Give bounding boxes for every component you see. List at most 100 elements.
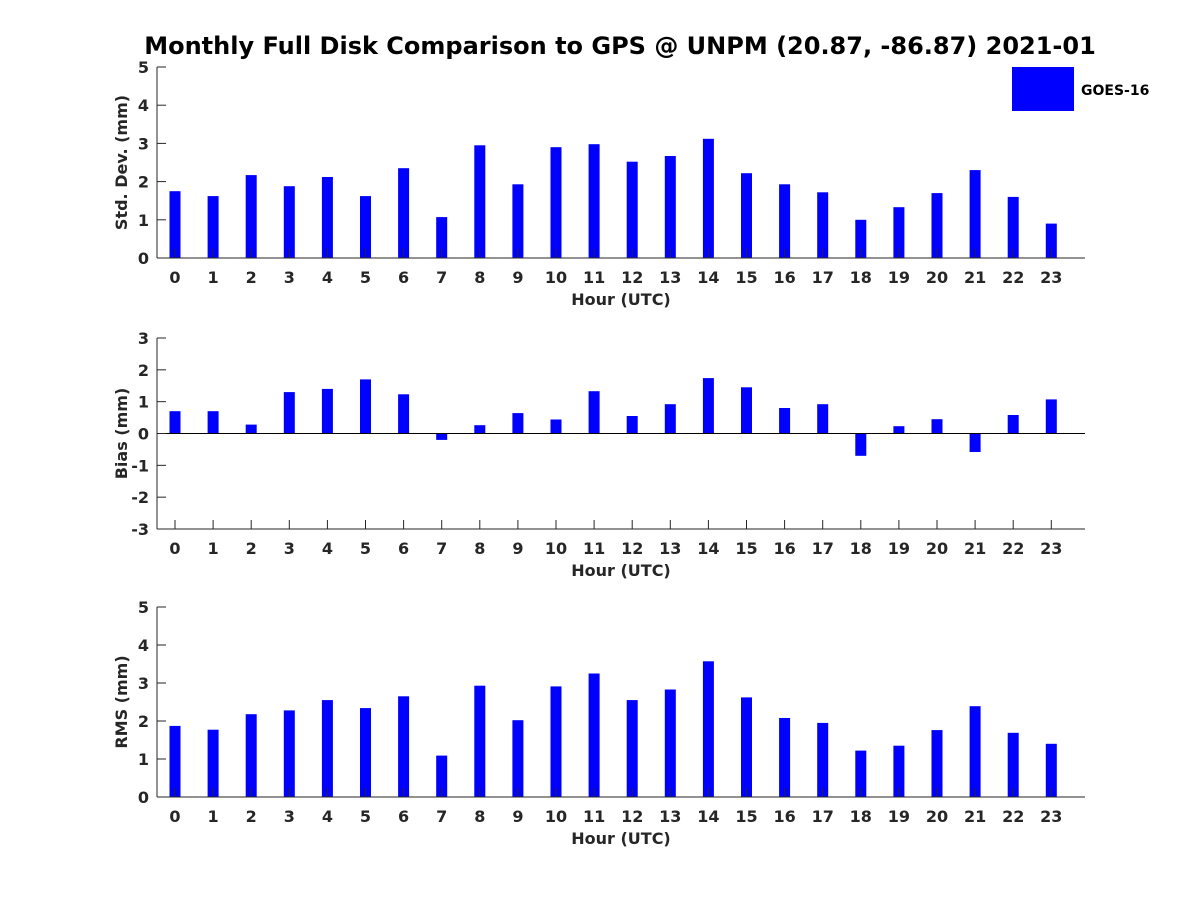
std-dev-ytick-label: 0 xyxy=(138,249,149,268)
bias-bar-2 xyxy=(245,424,257,434)
std-dev-xtick-label: 11 xyxy=(583,268,605,287)
bias-xtick-label: 15 xyxy=(735,539,757,558)
rms-xtick-label: 3 xyxy=(284,807,295,826)
std-dev-xtick-label: 9 xyxy=(512,268,523,287)
bias-bar-15 xyxy=(741,387,752,434)
std-dev-xtick-label: 22 xyxy=(1002,268,1024,287)
rms-bar-10 xyxy=(550,686,562,797)
rms-xlabel: Hour (UTC) xyxy=(571,829,671,848)
std-dev-xtick-label: 1 xyxy=(208,268,219,287)
bias-bar-22 xyxy=(1007,415,1019,434)
bias-bar-7 xyxy=(436,433,448,440)
rms-bar-13 xyxy=(664,689,676,797)
bias-xtick-label: 1 xyxy=(208,539,219,558)
bias-ytick-label: 1 xyxy=(138,393,149,412)
rms-bar-15 xyxy=(741,697,752,797)
bias-xtick-label: 2 xyxy=(246,539,257,558)
bias-xtick-label: 13 xyxy=(659,539,681,558)
rms-ytick-label: 1 xyxy=(138,750,149,769)
rms-bar-6 xyxy=(398,696,410,797)
std-dev-xtick-label: 10 xyxy=(545,268,567,287)
rms-xtick-label: 6 xyxy=(398,807,409,826)
bias-ytick-label: -1 xyxy=(131,456,149,475)
bias-xtick-label: 8 xyxy=(474,539,485,558)
bias-bar-18 xyxy=(855,433,867,456)
std-dev-bar-17 xyxy=(817,192,829,258)
std-dev-xtick-label: 12 xyxy=(621,268,643,287)
std-dev-bar-11 xyxy=(588,144,600,258)
std-dev-bar-22 xyxy=(1007,196,1019,258)
rms-bar-20 xyxy=(931,730,943,797)
bias-bar-12 xyxy=(626,416,638,434)
bias-xtick-label: 10 xyxy=(545,539,567,558)
bias-xtick-label: 20 xyxy=(926,539,948,558)
bias-xtick-label: 12 xyxy=(621,539,643,558)
rms-ytick-label: 5 xyxy=(138,598,149,617)
bias-bar-19 xyxy=(893,426,905,434)
rms-bar-0 xyxy=(169,725,181,797)
rms-xtick-label: 4 xyxy=(322,807,333,826)
std-dev-bar-19 xyxy=(893,207,905,258)
std-dev-ytick-label: 2 xyxy=(138,173,149,192)
rms-xtick-label: 23 xyxy=(1040,807,1062,826)
std-dev-bar-2 xyxy=(245,175,257,258)
bias-xlabel: Hour (UTC) xyxy=(571,561,671,580)
std-dev-xtick-label: 6 xyxy=(398,268,409,287)
bias-xtick-label: 23 xyxy=(1040,539,1062,558)
bias-bar-16 xyxy=(779,408,791,434)
bias-xtick-label: 16 xyxy=(773,539,795,558)
std-dev-bar-1 xyxy=(207,196,219,258)
rms-bar-23 xyxy=(1045,743,1057,797)
bias-ytick-label: -3 xyxy=(131,520,149,539)
std-dev-ytick-label: 4 xyxy=(138,96,149,115)
bias-ytick-label: -2 xyxy=(131,488,149,507)
std-dev-xtick-label: 14 xyxy=(697,268,719,287)
rms-xtick-label: 5 xyxy=(360,807,371,826)
std-dev-xtick-label: 18 xyxy=(850,268,872,287)
rms-ytick-label: 4 xyxy=(138,636,149,655)
rms-xtick-label: 1 xyxy=(208,807,219,826)
chart-title: Monthly Full Disk Comparison to GPS @ UN… xyxy=(144,32,1096,60)
bias-bar-14 xyxy=(702,378,714,434)
bias-bar-9 xyxy=(512,413,524,434)
std-dev-bar-7 xyxy=(436,217,448,258)
rms-xtick-label: 7 xyxy=(436,807,447,826)
std-dev-bar-16 xyxy=(779,184,791,258)
bias-xtick-label: 21 xyxy=(964,539,986,558)
bias-xtick-label: 6 xyxy=(398,539,409,558)
std-dev-bar-6 xyxy=(398,168,410,258)
bias-xtick-label: 11 xyxy=(583,539,605,558)
rms-bar-14 xyxy=(702,661,714,797)
rms-xtick-label: 9 xyxy=(512,807,523,826)
rms-bar-5 xyxy=(360,708,371,797)
std-dev-bar-3 xyxy=(283,186,295,258)
rms-bar-1 xyxy=(207,729,219,797)
std-dev-xtick-label: 7 xyxy=(436,268,447,287)
rms-xtick-label: 15 xyxy=(735,807,757,826)
std-dev-ytick-label: 3 xyxy=(138,134,149,153)
rms-xtick-label: 21 xyxy=(964,807,986,826)
std-dev-ytick-label: 1 xyxy=(138,211,149,230)
bias-xtick-label: 17 xyxy=(812,539,834,558)
bias-xtick-label: 3 xyxy=(284,539,295,558)
std-dev-bar-0 xyxy=(169,191,181,258)
rms-bar-18 xyxy=(855,750,867,797)
rms-xtick-label: 22 xyxy=(1002,807,1024,826)
std-dev-xtick-label: 4 xyxy=(322,268,333,287)
std-dev-bar-9 xyxy=(512,184,524,258)
rms-bar-9 xyxy=(512,720,524,797)
std-dev-bar-14 xyxy=(702,138,714,258)
std-dev-xtick-label: 17 xyxy=(812,268,834,287)
bias-bar-4 xyxy=(321,388,333,434)
rms-xtick-label: 17 xyxy=(812,807,834,826)
std-dev-xtick-label: 20 xyxy=(926,268,948,287)
bias-bar-8 xyxy=(474,425,486,434)
std-dev-xlabel: Hour (UTC) xyxy=(571,290,671,309)
bias-bar-13 xyxy=(664,404,676,434)
bias-bar-11 xyxy=(588,391,600,434)
rms-bar-12 xyxy=(626,700,638,797)
legend: GOES-16 xyxy=(1012,67,1149,111)
rms-bar-4 xyxy=(321,700,333,797)
bias-bar-21 xyxy=(969,433,981,452)
